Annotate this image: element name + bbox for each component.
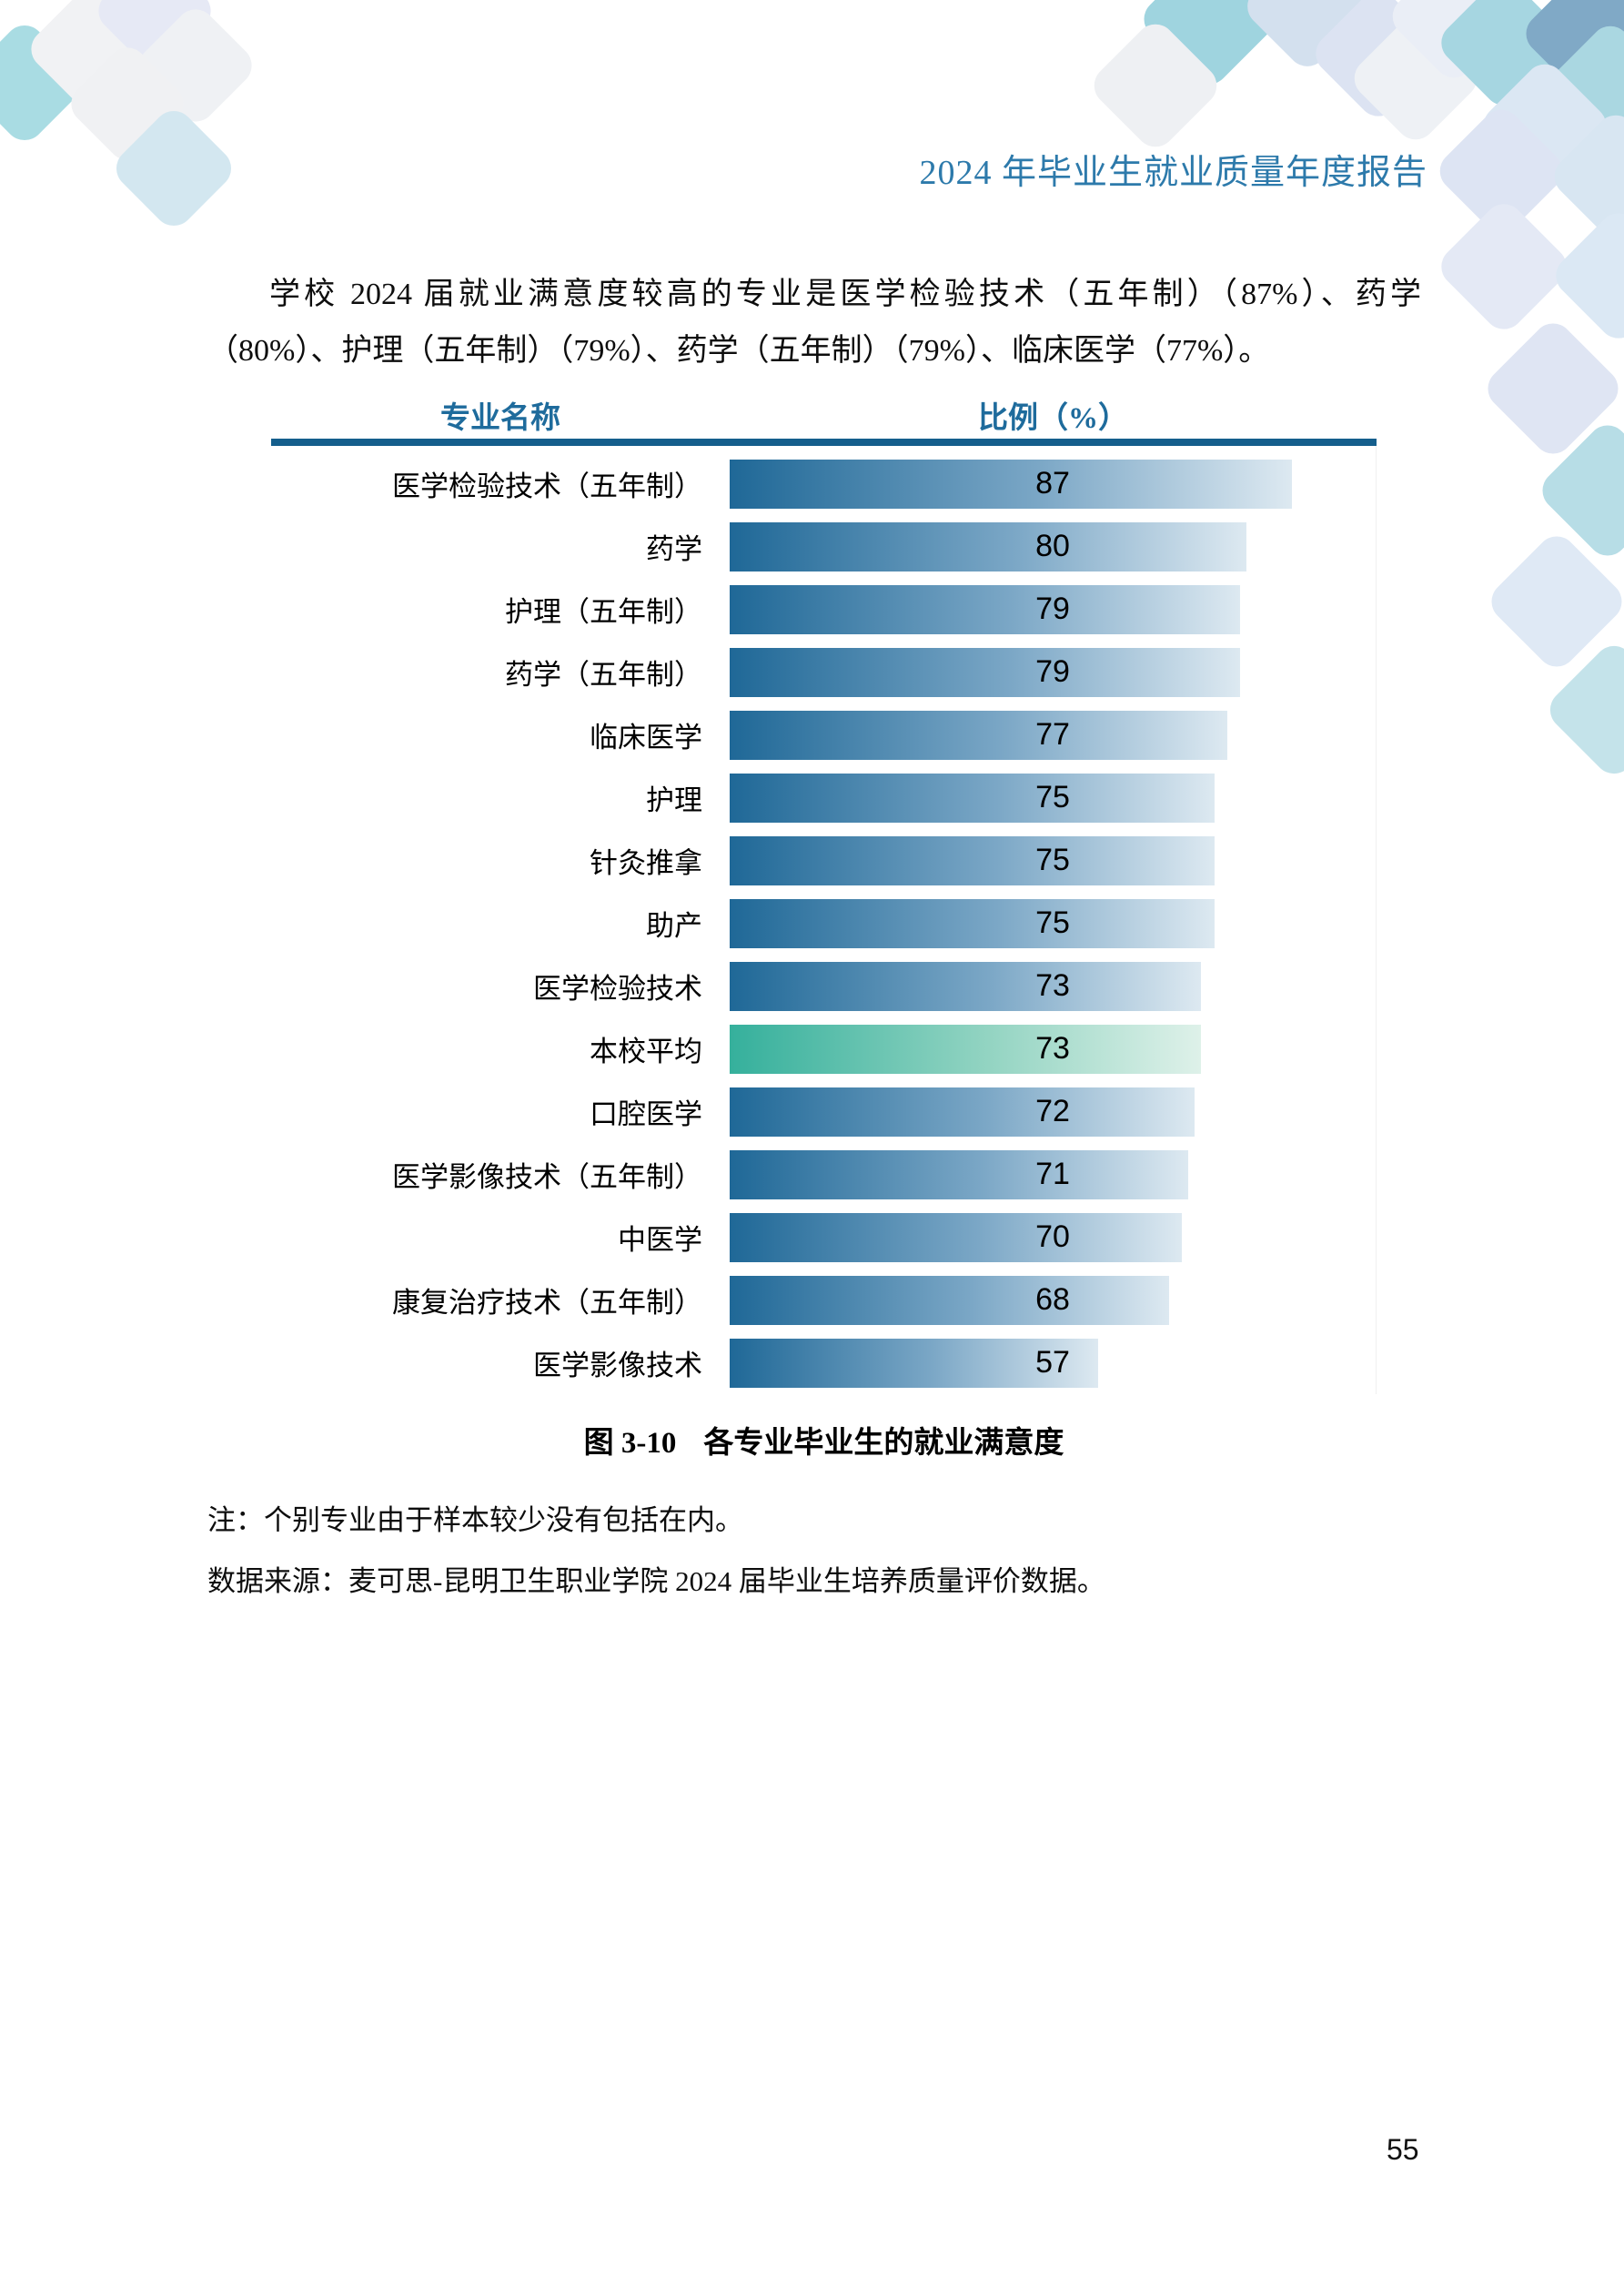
chart-row: 医学影像技术（五年制） 71 (271, 1143, 1376, 1206)
chart-row: 中医学 70 (271, 1206, 1376, 1269)
chart-row: 针灸推拿 75 (271, 829, 1376, 892)
bar-track: 70 (730, 1212, 1376, 1262)
category-label: 针灸推拿 (590, 847, 702, 879)
chart-row: 药学 80 (271, 515, 1376, 578)
bar (730, 773, 1215, 823)
bar-value: 80 (1035, 529, 1070, 563)
bar (730, 1087, 1195, 1137)
bar (730, 1338, 1098, 1388)
figure-caption: 图 3-10 各专业毕业生的就业满意度 (271, 1418, 1377, 1462)
chart-row: 医学影像技术 57 (271, 1331, 1376, 1394)
bar-value: 70 (1035, 1219, 1070, 1254)
bar-value: 87 (1035, 466, 1070, 501)
decor-diamond (1433, 196, 1575, 338)
bar-track: 79 (730, 584, 1376, 634)
page-header: 2024 年毕业生就业质量年度报告 (919, 144, 1427, 194)
bar-track: 72 (730, 1087, 1376, 1137)
bar-value: 73 (1035, 1031, 1070, 1066)
page-number: 55 (1387, 2133, 1419, 2166)
chart-row: 医学检验技术 73 (271, 955, 1376, 1017)
bar-value: 75 (1035, 780, 1070, 814)
chart-row: 护理 75 (271, 766, 1376, 829)
bar (730, 459, 1292, 509)
bar-value: 57 (1035, 1345, 1070, 1380)
bar (730, 1212, 1182, 1262)
bar-value: 71 (1035, 1157, 1070, 1191)
bar-value: 73 (1035, 968, 1070, 1003)
bar-highlight (730, 1024, 1202, 1074)
bar (730, 1149, 1189, 1199)
category-label: 药学（五年制） (505, 659, 702, 691)
column-header-ratio: 比例（%） (978, 402, 1128, 435)
bar (730, 961, 1202, 1011)
bar-track: 80 (730, 521, 1376, 571)
chart-row: 护理（五年制） 79 (271, 578, 1376, 641)
category-label: 医学检验技术（五年制） (392, 470, 702, 502)
page-header-title: 2024 年毕业生就业质量年度报告 (919, 154, 1427, 192)
bar-track: 73 (730, 961, 1376, 1011)
category-label: 临床医学 (590, 722, 702, 754)
category-label: 药学 (646, 533, 702, 565)
category-label: 医学检验技术 (533, 973, 702, 1005)
category-label: 口腔医学 (590, 1098, 702, 1130)
category-label: 医学影像技术（五年制） (392, 1161, 702, 1193)
category-label: 护理（五年制） (505, 596, 702, 628)
bar-track: 87 (730, 459, 1376, 509)
bar (730, 1275, 1169, 1325)
category-label: 康复治疗技术（五年制） (392, 1287, 702, 1319)
chart-row: 康复治疗技术（五年制） 68 (271, 1269, 1376, 1331)
bar-value: 75 (1035, 843, 1070, 877)
figure-title: 各专业毕业生的就业满意度 (703, 1427, 1064, 1460)
category-label: 医学影像技术 (533, 1350, 702, 1381)
data-source: 数据来源：麦可思-昆明卫生职业学院 2024 届毕业生培养质量评价数据。 (207, 1565, 1105, 1597)
chart-row: 临床医学 77 (271, 703, 1376, 766)
bar (730, 835, 1215, 885)
bar-track: 57 (730, 1338, 1376, 1388)
bar-value: 68 (1035, 1282, 1070, 1317)
bar-value: 75 (1035, 905, 1070, 940)
category-label: 本校平均 (590, 1036, 702, 1067)
bar-track: 77 (730, 710, 1376, 760)
bar-track: 75 (730, 835, 1376, 885)
figure-note: 注：个别专业由于样本较少没有包括在内。 (207, 1504, 743, 1536)
intro-paragraph: 学校 2024 届就业满意度较高的专业是医学检验技术（五年制）（87%）、药学（… (207, 278, 1421, 368)
bar-track: 68 (730, 1275, 1376, 1325)
bar (730, 521, 1246, 571)
satisfaction-chart: 专业名称 比例（%） 医学检验技术（五年制） 87 药学 80 护理（五年制） 79 药学（… (271, 391, 1377, 1394)
category-label: 中医学 (618, 1224, 702, 1256)
bar-track: 79 (730, 647, 1376, 697)
bar-track: 73 (730, 1024, 1376, 1074)
bar (730, 584, 1240, 634)
figure-number: 图 3-10 (583, 1427, 677, 1460)
bar-track: 75 (730, 898, 1376, 948)
bar-value: 79 (1035, 654, 1070, 689)
bar-track: 75 (730, 773, 1376, 823)
chart-row: 本校平均 73 (271, 1017, 1376, 1080)
category-label: 助产 (646, 910, 702, 942)
bar-value: 79 (1035, 592, 1070, 626)
bar-value: 72 (1035, 1094, 1070, 1128)
chart-row: 助产 75 (271, 892, 1376, 955)
chart-header-row: 专业名称 比例（%） (271, 391, 1377, 446)
chart-rows: 医学检验技术（五年制） 87 药学 80 护理（五年制） 79 药学（五年制） 79 临床医学 7… (271, 446, 1377, 1394)
bar-value: 77 (1035, 717, 1070, 752)
bar (730, 710, 1227, 760)
chart-row: 药学（五年制） 79 (271, 641, 1376, 703)
bar (730, 647, 1240, 697)
chart-row: 口腔医学 72 (271, 1080, 1376, 1143)
category-label: 护理 (646, 784, 702, 816)
chart-row: 医学检验技术（五年制） 87 (271, 452, 1376, 515)
bar-track: 71 (730, 1149, 1376, 1199)
column-header-major: 专业名称 (440, 402, 560, 435)
bar (730, 898, 1215, 948)
